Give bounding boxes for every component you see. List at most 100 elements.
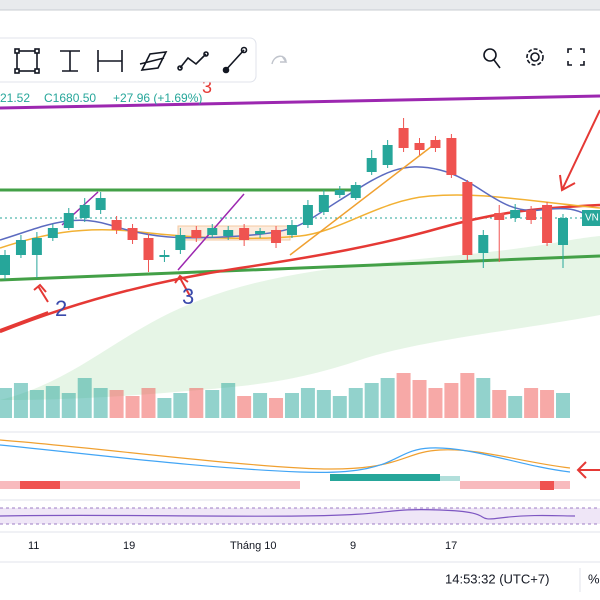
candle-body bbox=[63, 213, 74, 228]
candle-body bbox=[382, 145, 393, 165]
volume-bar bbox=[444, 383, 459, 418]
candle-body bbox=[0, 255, 10, 275]
wave-label: 2 bbox=[55, 296, 67, 321]
candle-body bbox=[15, 240, 26, 255]
macd-signal bbox=[0, 439, 571, 470]
status-bar bbox=[0, 562, 600, 600]
candle-body bbox=[223, 230, 234, 236]
macd-line bbox=[0, 444, 571, 474]
candle-body bbox=[318, 195, 329, 212]
volume-bar bbox=[524, 388, 539, 418]
volume-bar bbox=[508, 396, 523, 418]
volume-bar bbox=[93, 388, 108, 418]
volume-bar bbox=[348, 388, 363, 418]
volumes bbox=[0, 373, 570, 418]
volume-bar bbox=[556, 393, 570, 418]
volume-bar bbox=[61, 393, 76, 418]
candle-body bbox=[430, 140, 441, 148]
wave-arrow bbox=[289, 139, 441, 256]
candle-body bbox=[286, 225, 297, 235]
candle-body bbox=[334, 190, 345, 195]
brush-tool[interactable] bbox=[222, 46, 248, 74]
volume-bar bbox=[460, 373, 475, 418]
ohlc-change: +27.96 (+1.69%) bbox=[113, 91, 202, 105]
price-tag bbox=[582, 210, 600, 226]
redo-button[interactable] bbox=[271, 55, 288, 65]
candle-body bbox=[510, 210, 521, 218]
candle-body bbox=[207, 228, 218, 235]
macd-histogram bbox=[0, 474, 570, 490]
x-label: Tháng 10 bbox=[230, 540, 276, 552]
candle-body bbox=[414, 143, 425, 150]
volume-bar bbox=[45, 386, 60, 418]
wave-label: 3 bbox=[202, 77, 212, 97]
volume-bar bbox=[13, 383, 28, 418]
volume-bar bbox=[157, 398, 172, 418]
candle-body bbox=[558, 218, 568, 245]
ma-mid bbox=[0, 194, 600, 249]
pattern-tool[interactable] bbox=[139, 51, 168, 71]
candle-body bbox=[350, 185, 361, 198]
volume-bar bbox=[0, 388, 12, 418]
alert-button[interactable] bbox=[483, 48, 501, 69]
volume-bar bbox=[237, 396, 252, 418]
candle-body bbox=[302, 205, 313, 225]
ohlc-open: 21.52 bbox=[0, 91, 30, 105]
path-tool[interactable] bbox=[177, 51, 209, 71]
candle-body bbox=[462, 182, 473, 255]
volume-bar bbox=[380, 378, 395, 418]
text-tool[interactable] bbox=[60, 50, 80, 72]
candles bbox=[0, 118, 568, 280]
price-tag-text: VN bbox=[585, 213, 599, 224]
volume-bar bbox=[221, 383, 236, 418]
volume-bar bbox=[396, 373, 411, 418]
volume-bar bbox=[284, 393, 299, 418]
ohlc-close: C1680.50 bbox=[44, 91, 96, 105]
candle-body bbox=[446, 138, 457, 175]
volume-bar bbox=[125, 396, 140, 418]
volume-bar bbox=[173, 393, 188, 418]
range-tool[interactable] bbox=[97, 50, 123, 72]
candle-body bbox=[31, 238, 42, 255]
candle-body bbox=[478, 235, 489, 253]
candle-body bbox=[159, 255, 170, 257]
volume-bar bbox=[29, 390, 44, 418]
candle-body bbox=[255, 231, 266, 234]
volume-bar bbox=[364, 383, 379, 418]
x-label: 11 bbox=[28, 540, 39, 552]
volume-bar bbox=[492, 390, 507, 418]
volume-bar bbox=[476, 378, 491, 418]
candle-body bbox=[95, 198, 106, 210]
percent-toggle[interactable]: % bbox=[588, 571, 600, 586]
fullscreen-button[interactable] bbox=[567, 48, 585, 66]
candle-body bbox=[494, 213, 505, 220]
rect-tool[interactable] bbox=[14, 48, 40, 74]
candle-body bbox=[111, 220, 122, 230]
x-label: 19 bbox=[123, 540, 135, 552]
candle-body bbox=[47, 228, 58, 238]
support-line bbox=[0, 254, 600, 282]
x-label: 17 bbox=[445, 540, 457, 552]
candle-body bbox=[239, 228, 250, 240]
volume-bar bbox=[316, 390, 331, 418]
volume-bar bbox=[141, 388, 156, 418]
candle-body bbox=[143, 238, 154, 260]
settings-button[interactable] bbox=[526, 48, 544, 66]
volume-bar bbox=[189, 388, 204, 418]
volume-bar bbox=[205, 390, 220, 418]
x-label: 9 bbox=[350, 540, 356, 552]
candle-body bbox=[271, 230, 282, 243]
candle-body bbox=[175, 235, 186, 250]
top-strip bbox=[0, 0, 600, 10]
clock: 14:53:32 (UTC+7) bbox=[445, 571, 549, 586]
volume-bar bbox=[253, 393, 268, 418]
rsi-line bbox=[0, 509, 576, 520]
volume-bar bbox=[269, 398, 284, 418]
volume-bar bbox=[77, 378, 92, 418]
candle-body bbox=[366, 158, 377, 172]
candle-body bbox=[191, 230, 202, 238]
candle-body bbox=[127, 228, 138, 240]
volume-bar bbox=[332, 396, 347, 418]
cloud bbox=[0, 236, 600, 400]
